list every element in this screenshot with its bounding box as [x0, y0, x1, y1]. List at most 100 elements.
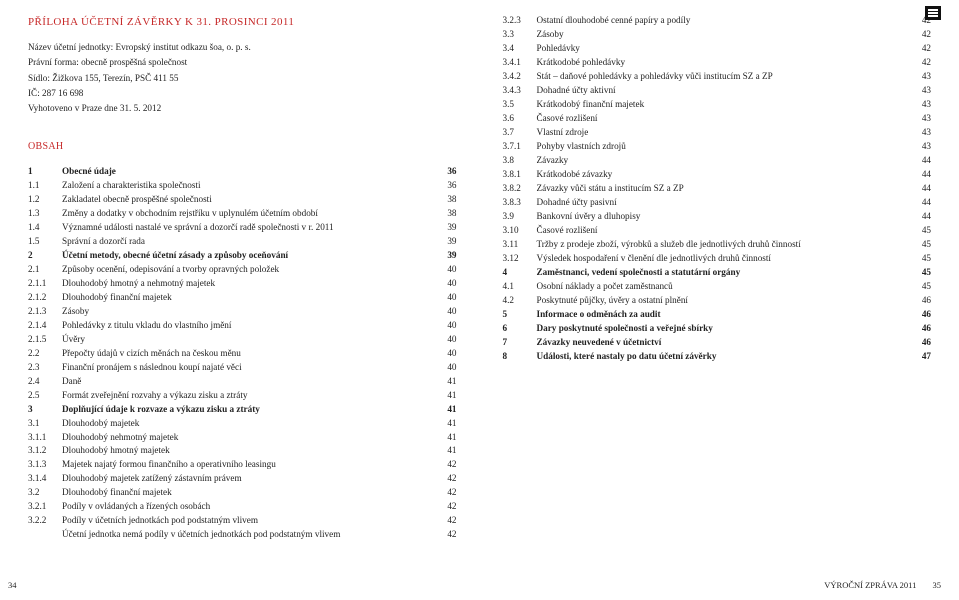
toc-number: 3.8.1 — [503, 168, 537, 182]
toc-row: 2.3Finanční pronájem s následnou koupí n… — [28, 361, 457, 375]
toc-row: 3.8Závazky44 — [503, 154, 932, 168]
toc-heading: OBSAH — [28, 139, 457, 155]
toc-row: 4.1Osobní náklady a počet zaměstnanců45 — [503, 280, 932, 294]
toc-row: 3.6Časové rozlišení43 — [503, 112, 932, 126]
toc-row: 3.8.3Dohadné účty pasivní44 — [503, 196, 932, 210]
toc-number: 2.4 — [28, 375, 62, 389]
toc-number: 3.9 — [503, 210, 537, 224]
toc-label: Zásoby — [62, 305, 435, 319]
toc-page: 42 — [909, 28, 931, 42]
toc-label: Pohledávky — [537, 42, 910, 56]
toc-row: 2.1Způsoby ocenění, odepisování a tvorby… — [28, 263, 457, 277]
toc-label: Časové rozlišení — [537, 224, 910, 238]
toc-number: 3.5 — [503, 98, 537, 112]
footer-page-right: 35 — [933, 580, 942, 590]
toc-label: Dlouhodobý majetek — [62, 417, 435, 431]
footer-label: VÝROČNÍ ZPRÁVA 2011 — [824, 580, 916, 590]
toc-number: 3.7 — [503, 126, 537, 140]
toc-label: Zakladatel obecně prospěšné společnosti — [62, 193, 435, 207]
document-title: PŘÍLOHA ÚČETNÍ ZÁVĚRKY K 31. PROSINCI 20… — [28, 14, 457, 31]
toc-row: 2.4Daně41 — [28, 375, 457, 389]
toc-number: 3.1.3 — [28, 458, 62, 472]
toc-page: 43 — [909, 70, 931, 84]
toc-left: 1Obecné údaje361.1Založení a charakteris… — [28, 165, 457, 543]
toc-number: 3.2 — [28, 486, 62, 500]
toc-page: 41 — [435, 375, 457, 389]
toc-label: Krátkodobý finanční majetek — [537, 98, 910, 112]
toc-number: 1.3 — [28, 207, 62, 221]
toc-row: 3.7.1Pohyby vlastních zdrojů43 — [503, 140, 932, 154]
toc-label: Dlouhodobý nehmotný majetek — [62, 431, 435, 445]
toc-label: Podíly v účetních jednotkách pod podstat… — [62, 514, 435, 528]
toc-row: 3.11Tržby z prodeje zboží, výrobků a slu… — [503, 238, 932, 252]
meta-block: Název účetní jednotky: Evropský institut… — [28, 40, 457, 115]
toc-label: Bankovní úvěry a dluhopisy — [537, 210, 910, 224]
toc-page: 44 — [909, 210, 931, 224]
toc-row: 2.5Formát zveřejnění rozvahy a výkazu zi… — [28, 389, 457, 403]
toc-page: 40 — [435, 305, 457, 319]
toc-page: 39 — [435, 221, 457, 235]
toc-number: 2.1.4 — [28, 319, 62, 333]
toc-label: Vlastní zdroje — [537, 126, 910, 140]
toc-row: 4.2Poskytnuté půjčky, úvěry a ostatní pl… — [503, 294, 932, 308]
toc-label: Změny a dodatky v obchodním rejstříku v … — [62, 207, 435, 221]
toc-label: Poskytnuté půjčky, úvěry a ostatní plněn… — [537, 294, 910, 308]
toc-row: 4Zaměstnanci, vedení společnosti a statu… — [503, 266, 932, 280]
toc-row: 2.1.4Pohledávky z titulu vkladu do vlast… — [28, 319, 457, 333]
toc-row: 3.8.1Krátkodobé závazky44 — [503, 168, 932, 182]
toc-page: 41 — [435, 403, 457, 417]
toc-number: 4 — [503, 266, 537, 280]
toc-label: Osobní náklady a počet zaměstnanců — [537, 280, 910, 294]
toc-number: 2.1.3 — [28, 305, 62, 319]
toc-number: 3.3 — [503, 28, 537, 42]
toc-label: Úvěry — [62, 333, 435, 347]
toc-number: 6 — [503, 322, 537, 336]
toc-number: 2.1.5 — [28, 333, 62, 347]
toc-number: 3.4.3 — [503, 84, 537, 98]
toc-label: Dohadné účty pasivní — [537, 196, 910, 210]
toc-row: 3.1.1Dlouhodobý nehmotný majetek41 — [28, 431, 457, 445]
toc-label: Události, které nastaly po datu účetní z… — [537, 350, 910, 364]
toc-number: 2.1 — [28, 263, 62, 277]
toc-page: 36 — [435, 165, 457, 179]
toc-label: Výsledek hospodaření v členění dle jedno… — [537, 252, 910, 266]
toc-row: 2.1.3Zásoby40 — [28, 305, 457, 319]
toc-label: Stát – daňové pohledávky a pohledávky vů… — [537, 70, 910, 84]
toc-page: 38 — [435, 207, 457, 221]
toc-label: Formát zveřejnění rozvahy a výkazu zisku… — [62, 389, 435, 403]
footer-right: VÝROČNÍ ZPRÁVA 2011 35 — [824, 580, 941, 590]
toc-page: 45 — [909, 280, 931, 294]
toc-row: 1.3Změny a dodatky v obchodním rejstříku… — [28, 207, 457, 221]
toc-label: Významné události nastalé ve správní a d… — [62, 221, 435, 235]
toc-label: Dlouhodobý finanční majetek — [62, 291, 435, 305]
toc-page: 46 — [909, 294, 931, 308]
toc-number: 3.1 — [28, 417, 62, 431]
toc-number: 4.2 — [503, 294, 537, 308]
toc-page: 43 — [909, 140, 931, 154]
toc-row: 3.1Dlouhodobý majetek41 — [28, 417, 457, 431]
toc-label: Dlouhodobý majetek zatížený zástavním pr… — [62, 472, 435, 486]
toc-row: 3.4Pohledávky42 — [503, 42, 932, 56]
toc-label: Zásoby — [537, 28, 910, 42]
toc-page: 47 — [909, 350, 931, 364]
toc-row: 1.1Založení a charakteristika společnost… — [28, 179, 457, 193]
toc-row: 6Dary poskytnuté společnosti a veřejné s… — [503, 322, 932, 336]
toc-page: 36 — [435, 179, 457, 193]
toc-page: 40 — [435, 333, 457, 347]
toc-label: Dlouhodobý finanční majetek — [62, 486, 435, 500]
toc-page: 39 — [435, 249, 457, 263]
toc-page: 40 — [435, 347, 457, 361]
toc-page: 42 — [435, 514, 457, 528]
toc-number: 1.4 — [28, 221, 62, 235]
toc-page: 41 — [435, 389, 457, 403]
toc-row: 3.1.3Majetek najatý formou finančního a … — [28, 458, 457, 472]
toc-page: 46 — [909, 308, 931, 322]
toc-number: 3.2.1 — [28, 500, 62, 514]
toc-page: 40 — [435, 263, 457, 277]
toc-label: Dohadné účty aktivní — [537, 84, 910, 98]
toc-page: 46 — [909, 336, 931, 350]
toc-page: 43 — [909, 126, 931, 140]
toc-row: 3.1.2Dlouhodobý hmotný majetek41 — [28, 444, 457, 458]
toc-label: Pohyby vlastních zdrojů — [537, 140, 910, 154]
toc-row: 3.2.3Ostatní dlouhodobé cenné papíry a p… — [503, 14, 932, 28]
